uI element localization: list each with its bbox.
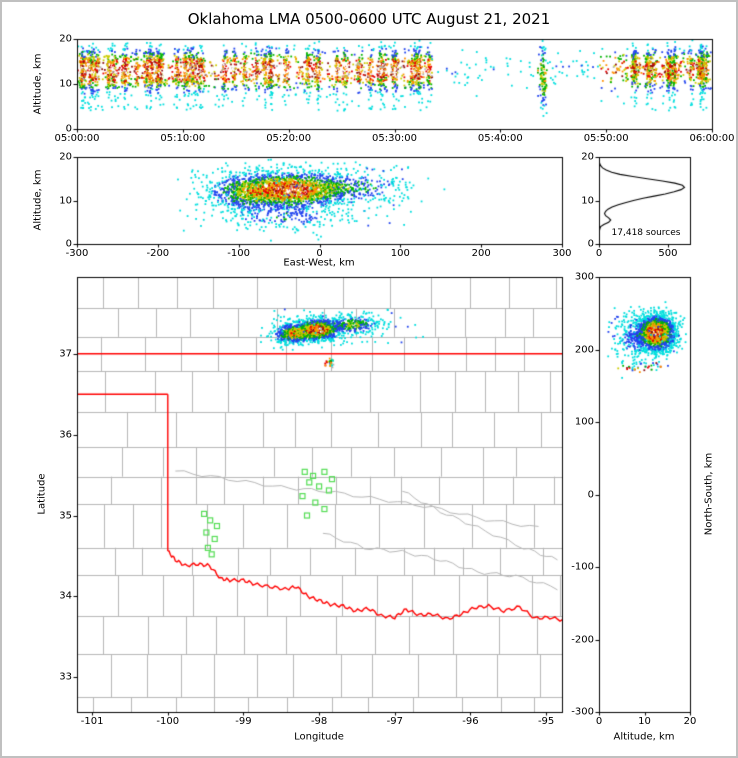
time_height-x-tick-label: 05:10:00 (160, 133, 206, 144)
plan_view-x-tick-label: -97 (386, 716, 403, 727)
time_height-y-tick-label: 0 (65, 123, 72, 135)
time_height-x-tick-label: 05:40:00 (477, 133, 523, 144)
time_height-x-tick-label: 05:20:00 (266, 133, 312, 144)
ew_height-y-tick-label: 10 (59, 195, 72, 206)
plan_view-y-tick-label: 37 (59, 348, 72, 360)
ns-height-xlabel: Altitude, km (613, 731, 675, 743)
ew_height-x-tick-label: 200 (471, 248, 491, 259)
time_height-y-tick-label: 10 (59, 78, 72, 90)
ew-height-xlabel: East-West, km (283, 257, 355, 269)
time_height-x-tick-label: 05:00:00 (54, 133, 100, 144)
time_height-y-tick-label: 20 (59, 33, 72, 45)
figure-title: Oklahoma LMA 0500-0600 UTC August 21, 20… (187, 10, 551, 28)
alt_histogram-y-tick-label: 20 (581, 151, 594, 163)
time_height-x-tick-label: 05:30:00 (372, 133, 417, 144)
ns_height-x-tick-label: 0 (595, 716, 603, 727)
alt_histogram-x-tick-label: 500 (658, 248, 678, 259)
plan_view-x-tick-label: -98 (310, 716, 328, 727)
alt_histogram-y-tick-label: 0 (587, 238, 594, 250)
time_height-x-tick-label: 05:50:00 (583, 133, 629, 144)
ew_height-x-tick-label: -300 (65, 248, 89, 259)
plan_view-x-tick-label: -96 (462, 716, 479, 727)
ew_height-y-tick-label: 0 (65, 238, 72, 250)
plan_view-x-tick-label: -100 (156, 716, 180, 727)
ns_height-y-tick-label: 300 (574, 271, 594, 283)
alt_histogram-y-tick-label: 10 (581, 195, 594, 206)
ns_height-y-tick-label: 200 (574, 344, 594, 355)
time_height-x-tick-label: 06:00:00 (689, 133, 735, 144)
ns_height-y-tick-label: -300 (571, 706, 594, 718)
ns-height-ylabel: North-South, km (703, 452, 715, 536)
ew_height-x-tick-label: 300 (552, 248, 572, 259)
ew_height-x-tick-label: 0 (316, 248, 323, 259)
ew_height-x-tick-label: 100 (390, 248, 410, 259)
plan_view-y-tick-label: 34 (59, 590, 72, 602)
plan_view-y-tick-label: 33 (59, 671, 72, 683)
source-count-annotation: 17,418 sources (611, 228, 681, 238)
ew-height-ylabel: Altitude, km (32, 169, 44, 231)
ns_height-y-tick-label: 0 (587, 489, 594, 500)
ew_height-x-tick-label: -200 (146, 248, 170, 259)
plan_view-x-tick-label: -101 (80, 716, 104, 727)
plan-view-ylabel: Latitude (36, 473, 48, 515)
plan_view-y-tick-label: 35 (59, 510, 72, 522)
plan-view-xlabel: Longitude (294, 731, 344, 743)
plan_view-y-tick-label: 36 (59, 429, 72, 441)
ew_height-y-tick-label: 20 (59, 151, 72, 163)
ns_height-y-tick-label: 100 (574, 416, 594, 428)
plan_view-x-tick-label: -95 (537, 716, 555, 727)
time-height-ylabel: Altitude, km (32, 53, 44, 115)
ns_height-y-tick-label: -100 (571, 561, 594, 573)
ns_height-x-tick-label: 10 (638, 716, 651, 727)
ns_height-x-tick-label: 20 (683, 716, 697, 727)
plan_view-x-tick-label: -99 (235, 716, 252, 727)
ns_height-y-tick-label: -200 (571, 634, 594, 645)
alt_histogram-x-tick-label: 0 (595, 248, 603, 259)
ew_height-x-tick-label: -100 (227, 248, 251, 259)
